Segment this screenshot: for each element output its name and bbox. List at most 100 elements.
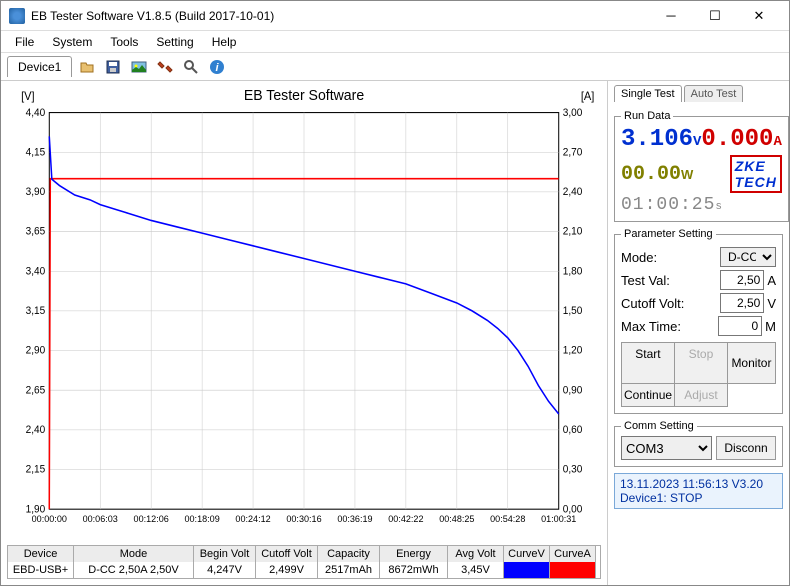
th-device: Device (8, 546, 74, 562)
svg-text:0,30: 0,30 (563, 465, 583, 476)
adjust-button[interactable]: Adjust (675, 383, 728, 407)
svg-text:3,40: 3,40 (26, 266, 46, 277)
continue-button[interactable]: Continue (621, 383, 675, 407)
svg-text:4,15: 4,15 (26, 147, 46, 158)
disconn-button[interactable]: Disconn (716, 436, 776, 460)
menubar: File System Tools Setting Help (1, 31, 789, 53)
menu-system[interactable]: System (44, 33, 100, 51)
td-cutoffvolt: 2,499V (256, 562, 318, 578)
elapsed-time: 01:00:25 (621, 195, 715, 215)
td-curvev (504, 562, 550, 578)
svg-text:EB Tester Software: EB Tester Software (244, 88, 364, 104)
svg-text:2,70: 2,70 (563, 147, 583, 158)
th-beginvolt: Begin Volt (194, 546, 256, 562)
th-energy: Energy (380, 546, 448, 562)
menu-help[interactable]: Help (204, 33, 245, 51)
comm-panel: Comm Setting COM3 Disconn (614, 420, 783, 467)
window-title: EB Tester Software V1.8.5 (Build 2017-10… (31, 9, 649, 23)
tab-auto-test[interactable]: Auto Test (684, 85, 744, 102)
td-energy: 8672mWh (380, 562, 448, 578)
brand-badge: ZKETECH (730, 155, 782, 193)
monitor-button[interactable]: Monitor (728, 342, 776, 384)
voltage-unit: V (693, 134, 701, 150)
svg-text:1,80: 1,80 (563, 266, 583, 277)
current-reading: 0.000 (701, 126, 773, 153)
svg-text:2,40: 2,40 (563, 187, 583, 198)
param-legend: Parameter Setting (621, 228, 716, 240)
run-data-legend: Run Data (621, 110, 673, 122)
maxtime-label: Max Time: (621, 319, 681, 334)
svg-text:3,00: 3,00 (563, 108, 583, 119)
cutoff-unit: V (767, 296, 776, 311)
current-unit: A (773, 134, 781, 150)
minimize-button[interactable]: ─ (649, 2, 693, 30)
open-icon[interactable] (76, 56, 98, 78)
comm-legend: Comm Setting (621, 420, 697, 432)
th-curvea: CurveA (550, 546, 596, 562)
svg-text:2,10: 2,10 (563, 227, 583, 238)
svg-text:00:36:19: 00:36:19 (337, 514, 372, 524)
td-beginvolt: 4,247V (194, 562, 256, 578)
save-icon[interactable] (102, 56, 124, 78)
svg-text:3,90: 3,90 (26, 187, 46, 198)
td-capacity: 2517mAh (318, 562, 380, 578)
svg-text:01:00:31: 01:00:31 (541, 514, 576, 524)
app-icon (9, 8, 25, 24)
menu-file[interactable]: File (7, 33, 42, 51)
titlebar: EB Tester Software V1.8.5 (Build 2017-10… (1, 1, 789, 31)
elapsed-unit: s (715, 201, 723, 213)
svg-text:2,65: 2,65 (26, 385, 46, 396)
result-table: Device Mode Begin Volt Cutoff Volt Capac… (7, 545, 601, 579)
maximize-button[interactable]: ☐ (693, 2, 737, 30)
maxtime-input[interactable] (718, 316, 762, 336)
cutoff-input[interactable] (720, 293, 764, 313)
svg-text:[A]: [A] (581, 91, 595, 103)
power-unit: W (681, 167, 693, 182)
th-avgvolt: Avg Volt (448, 546, 504, 562)
image-icon[interactable] (128, 56, 150, 78)
svg-text:00:18:09: 00:18:09 (184, 514, 219, 524)
svg-text:00:12:06: 00:12:06 (134, 514, 169, 524)
svg-text:1,50: 1,50 (563, 306, 583, 317)
svg-text:2,40: 2,40 (26, 425, 46, 436)
td-avgvolt: 3,45V (448, 562, 504, 578)
th-curvev: CurveV (504, 546, 550, 562)
mode-select[interactable]: D-CC (720, 247, 776, 267)
tab-single-test[interactable]: Single Test (614, 85, 682, 102)
mode-label: Mode: (621, 250, 657, 265)
com-port-select[interactable]: COM3 (621, 436, 712, 460)
start-button[interactable]: Start (621, 342, 675, 384)
parameter-panel: Parameter Setting Mode: D-CC Test Val: A… (614, 228, 783, 414)
power-reading: 00.00 (621, 163, 681, 186)
svg-text:2,90: 2,90 (26, 346, 46, 357)
svg-text:00:00:00: 00:00:00 (32, 514, 67, 524)
menu-setting[interactable]: Setting (148, 33, 201, 51)
cutoff-label: Cutoff Volt: (621, 296, 684, 311)
svg-text:1,20: 1,20 (563, 346, 583, 357)
svg-text:0,90: 0,90 (563, 385, 583, 396)
svg-text:3,65: 3,65 (26, 227, 46, 238)
svg-text:3,15: 3,15 (26, 306, 46, 317)
status-panel: 13.11.2023 11:56:13 V3.20 Device1: STOP (614, 473, 783, 509)
chart-area: EB Tester Software[V][A]ZKETECH4,403,004… (7, 85, 601, 541)
th-mode: Mode (74, 546, 194, 562)
menu-tools[interactable]: Tools (102, 33, 146, 51)
testval-unit: A (767, 273, 776, 288)
stop-button[interactable]: Stop (675, 342, 728, 384)
device-tab[interactable]: Device1 (7, 56, 72, 77)
td-mode: D-CC 2,50A 2,50V (74, 562, 194, 578)
close-button[interactable]: ✕ (737, 2, 781, 30)
search-icon[interactable] (180, 56, 202, 78)
voltage-reading: 3.106 (621, 126, 693, 153)
tools-icon[interactable] (154, 56, 176, 78)
svg-text:4,40: 4,40 (26, 108, 46, 119)
info-icon[interactable]: i (206, 56, 228, 78)
svg-text:2,15: 2,15 (26, 465, 46, 476)
svg-text:00:48:25: 00:48:25 (439, 514, 474, 524)
testval-input[interactable] (720, 270, 764, 290)
svg-text:00:42:22: 00:42:22 (388, 514, 423, 524)
svg-text:00:24:12: 00:24:12 (235, 514, 270, 524)
status-line1: 13.11.2023 11:56:13 V3.20 (620, 477, 777, 491)
run-data-panel: Run Data 3.106V 0.000A 00.00W ZKETECH 01… (614, 110, 789, 222)
maxtime-unit: M (765, 319, 776, 334)
